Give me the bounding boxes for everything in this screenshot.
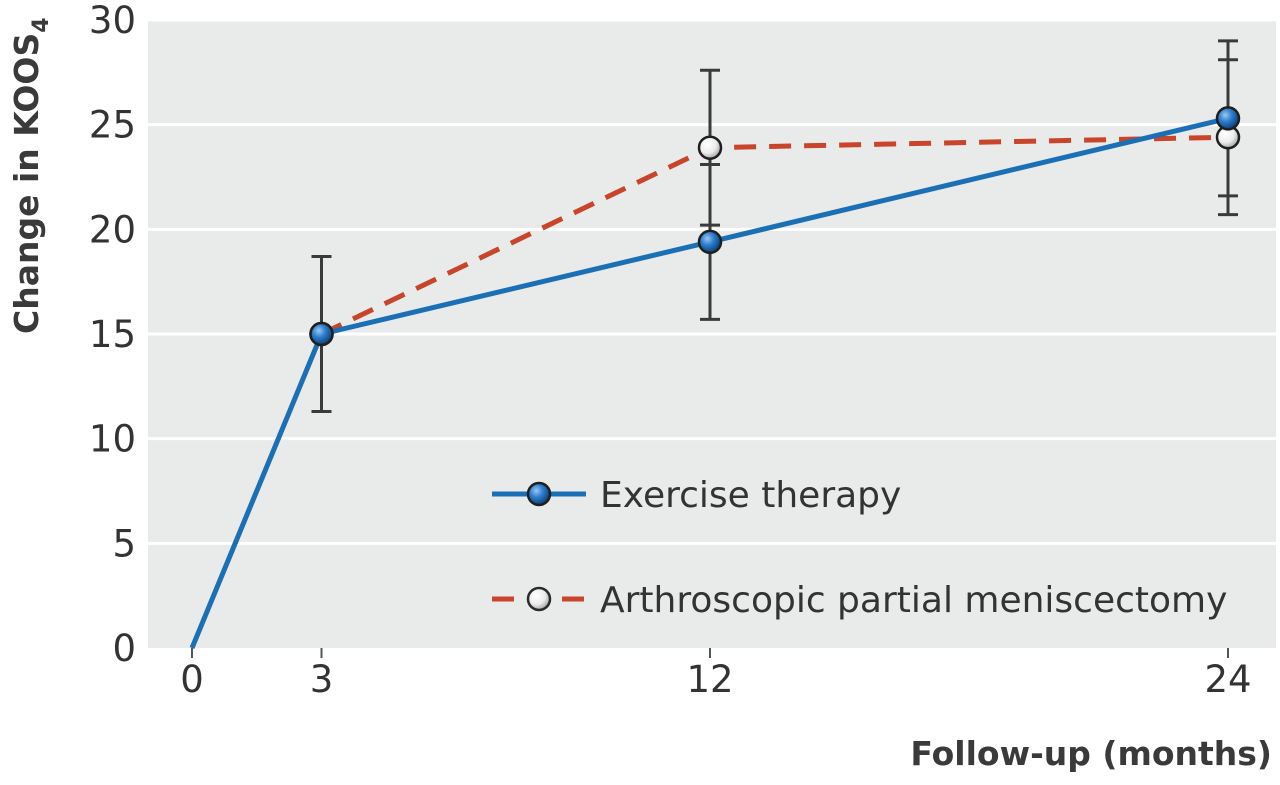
x-tick-label: 3: [310, 658, 334, 701]
legend-label-arthroscopic-partial-meniscectomy: Arthroscopic partial meniscectomy: [600, 580, 1227, 621]
y-tick-label: 30: [89, 0, 136, 42]
y-axis-title-main: Change in KOOS: [7, 33, 46, 334]
y-tick-label: 0: [112, 627, 136, 670]
legend: Exercise therapy Arthroscopic partial me…: [492, 475, 1227, 621]
grid-lines: [148, 18, 1276, 545]
data-point-exercise-therapy: [1215, 106, 1241, 131]
legend-marker-arthroscopic-partial-meniscectomy: [526, 586, 552, 612]
y-axis-title-subscript: 4: [29, 17, 54, 32]
y-axis-title: Change in KOOS4: [7, 17, 54, 334]
data-point-exercise-therapy: [697, 229, 723, 255]
data-point-exercise-therapy: [309, 321, 334, 347]
data-point-arthroscopic-partial-meniscectomy: [697, 135, 723, 160]
y-tick-label: 25: [89, 104, 136, 147]
y-tick-label: 20: [89, 208, 136, 251]
series-markers: [309, 106, 1241, 347]
y-axis-tick-labels: 0 5 10 15 20 25 30: [89, 0, 136, 670]
y-tick-label: 10: [89, 418, 136, 461]
x-axis-title: Follow-up (months): [910, 734, 1272, 773]
series-line-exercise-therapy: [189, 115, 1229, 649]
legend-marker-exercise-therapy: [526, 481, 552, 507]
x-tick-label: 24: [1204, 658, 1251, 701]
x-tick-label: 12: [686, 658, 733, 701]
legend-label-exercise-therapy: Exercise therapy: [600, 475, 901, 516]
x-axis-tick-labels: 0 3 12 24: [180, 648, 1252, 701]
y-tick-label: 5: [112, 522, 136, 565]
y-tick-label: 15: [89, 313, 136, 356]
x-tick-label: 0: [180, 658, 204, 701]
